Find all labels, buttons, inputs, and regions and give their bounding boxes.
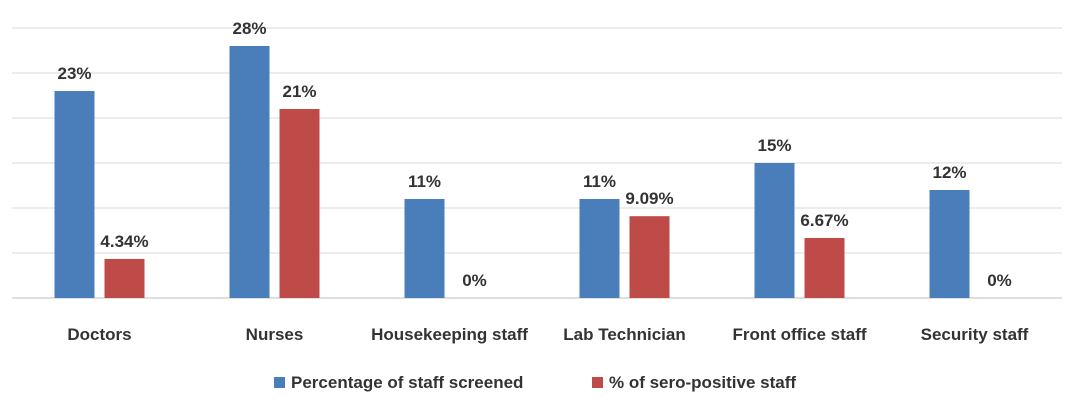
x-tick-label: Doctors bbox=[67, 325, 131, 344]
bar-screened bbox=[229, 46, 270, 298]
legend-label: Percentage of staff screened bbox=[291, 373, 523, 392]
x-tick-label: Nurses bbox=[246, 325, 304, 344]
data-label: 11% bbox=[408, 172, 441, 191]
bar-sero-positive bbox=[629, 216, 670, 298]
bar-screened bbox=[929, 190, 970, 298]
data-label: 6.67% bbox=[800, 211, 848, 230]
legend-swatch bbox=[592, 377, 603, 388]
data-label: 28% bbox=[232, 19, 266, 38]
data-label: 0% bbox=[462, 271, 487, 290]
x-tick-label: Front office staff bbox=[732, 325, 866, 344]
bar-sero-positive bbox=[104, 258, 145, 298]
x-tick-label: Housekeeping staff bbox=[371, 325, 528, 344]
gridlines bbox=[12, 27, 1062, 299]
bars bbox=[54, 46, 970, 298]
bar-screened bbox=[579, 199, 620, 298]
data-label: 15% bbox=[757, 136, 791, 155]
bar-screened bbox=[404, 199, 445, 298]
data-label: 0% bbox=[987, 271, 1012, 290]
data-label: 12% bbox=[932, 163, 966, 182]
data-label: 21% bbox=[282, 82, 316, 101]
bar-sero-positive bbox=[804, 237, 845, 298]
x-tick-label: Security staff bbox=[921, 325, 1029, 344]
legend: Percentage of staff screened % of sero-po… bbox=[274, 373, 796, 392]
data-label: 9.09% bbox=[625, 189, 673, 208]
legend-swatch bbox=[274, 377, 285, 388]
bar-screened bbox=[754, 163, 795, 298]
legend-label: % of sero-positive staff bbox=[609, 373, 796, 392]
data-labels: 23% 4.34% 28% 21% 11% 0% 11% 9.09% 15% 6.67% 12% 0% bbox=[57, 19, 1011, 290]
bar-sero-positive bbox=[279, 109, 320, 298]
data-label: 23% bbox=[57, 64, 91, 83]
x-tick-label: Lab Technician bbox=[563, 325, 686, 344]
bar-screened bbox=[54, 91, 95, 298]
data-label: 4.34% bbox=[100, 232, 148, 251]
x-axis-ticks: Doctors Nurses Housekeeping staff Lab Techn… bbox=[67, 325, 1028, 344]
data-label: 11% bbox=[583, 172, 616, 191]
